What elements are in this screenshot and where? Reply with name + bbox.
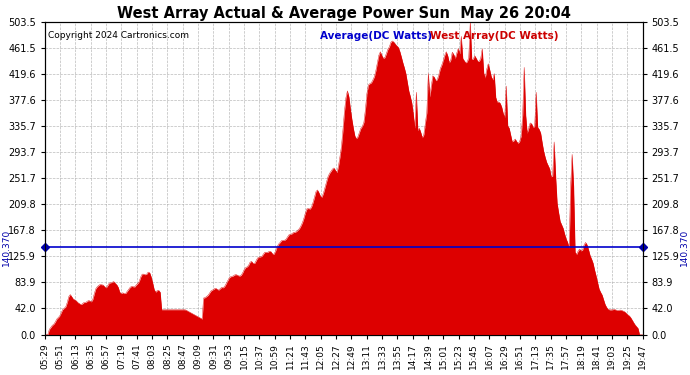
Text: 140.370: 140.370 <box>1 229 10 266</box>
Text: Average(DC Watts): Average(DC Watts) <box>319 31 432 41</box>
Text: Copyright 2024 Cartronics.com: Copyright 2024 Cartronics.com <box>48 31 189 40</box>
Text: 140.370: 140.370 <box>680 229 689 266</box>
Title: West Array Actual & Average Power Sun  May 26 20:04: West Array Actual & Average Power Sun Ma… <box>117 6 571 21</box>
Text: West Array(DC Watts): West Array(DC Watts) <box>431 31 559 41</box>
